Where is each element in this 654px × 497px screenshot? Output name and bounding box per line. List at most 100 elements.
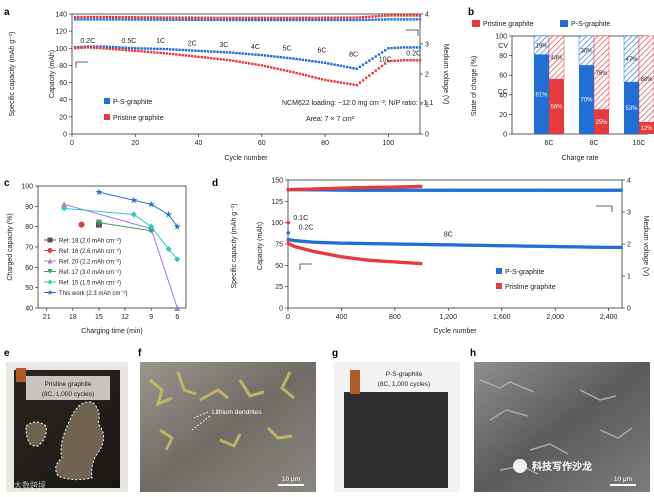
- a-ytick-label: 100: [55, 46, 67, 53]
- a-rate-label: 5C: [283, 46, 292, 53]
- panel-a-arrow-left: [75, 61, 88, 68]
- d-point: [321, 251, 325, 255]
- b-bar-label: 70%: [580, 98, 593, 104]
- a-xtick-label: 100: [383, 140, 395, 147]
- panel-h-scale-bar: [610, 484, 636, 486]
- d-point: [445, 243, 449, 247]
- d-point: [471, 243, 474, 247]
- d-point: [312, 187, 315, 191]
- c-legend-label: Ref. 20 (2.2 mAh cm⁻²): [59, 259, 121, 265]
- d-point: [559, 245, 562, 249]
- d-point: [509, 188, 513, 192]
- c-series-marker: [148, 223, 155, 230]
- a-point: [225, 58, 229, 62]
- d-point: [414, 242, 418, 246]
- a-point: [206, 16, 210, 19]
- a-point: [206, 56, 210, 60]
- a-point: [301, 58, 305, 62]
- d-point: [355, 186, 359, 190]
- a-point: [175, 16, 178, 19]
- c-series-marker: [165, 246, 172, 253]
- d-point: [453, 188, 457, 192]
- a-point: [333, 63, 336, 66]
- d-point: [464, 243, 468, 247]
- a-point: [77, 15, 80, 19]
- d-point: [320, 187, 323, 191]
- a-point: [206, 18, 210, 22]
- d-point: [413, 261, 416, 265]
- d-ytick-label: 75: [275, 242, 283, 249]
- d-point: [371, 185, 375, 189]
- a-point: [159, 18, 162, 21]
- a-point: [213, 57, 216, 60]
- d-point: [389, 242, 392, 246]
- a-point: [115, 48, 118, 51]
- panel-f-sem: Lithium dendrites 10 μm: [140, 362, 316, 492]
- d-point: [323, 252, 327, 256]
- d-point: [299, 246, 303, 250]
- a-point: [232, 59, 235, 62]
- b-bar-label: 56%: [550, 105, 563, 111]
- a-point: [92, 46, 96, 49]
- legend-d-pristine-swatch: [496, 283, 502, 289]
- d-point: [442, 243, 445, 247]
- d-point: [552, 244, 556, 249]
- a-point: [134, 47, 137, 50]
- a-point: [308, 74, 311, 78]
- d-point: [390, 188, 394, 192]
- d-point: [432, 243, 436, 247]
- d-point: [299, 239, 303, 243]
- d-point: [511, 188, 514, 192]
- a-point: [99, 46, 102, 50]
- d-point: [398, 260, 402, 264]
- d-y2tick-label: 0: [627, 306, 631, 313]
- a-point: [273, 16, 276, 20]
- d-point: [596, 245, 599, 249]
- d-point: [293, 244, 296, 249]
- d-point: [378, 242, 381, 246]
- d-point: [397, 242, 400, 246]
- d-point: [294, 245, 298, 249]
- a-point: [304, 18, 308, 22]
- panel-h-texture: [479, 379, 633, 475]
- a-point: [172, 48, 175, 51]
- d-point: [349, 256, 352, 260]
- a-point: [118, 18, 121, 21]
- d-point: [605, 245, 609, 249]
- d-point: [362, 188, 365, 192]
- a-y2tick-label: 1: [425, 102, 429, 109]
- d-point: [382, 259, 386, 263]
- d-point: [552, 188, 556, 192]
- d-point: [333, 241, 336, 245]
- d-point: [491, 243, 495, 248]
- a-point: [384, 49, 387, 52]
- d-point: [528, 244, 532, 248]
- a-point: [228, 18, 232, 22]
- d-point: [307, 187, 311, 191]
- d-point: [338, 254, 341, 258]
- a-point: [355, 83, 358, 87]
- d-point: [616, 245, 620, 250]
- d-ytick-label: 125: [271, 199, 283, 206]
- legend-b-pristine-label: Pristine graphite: [483, 21, 534, 28]
- d-point: [382, 188, 386, 192]
- d-point: [562, 245, 566, 249]
- panel-e-title: Pristine graphite: [45, 381, 92, 388]
- panel-letter-a: a: [4, 7, 10, 18]
- a-point: [156, 16, 159, 19]
- a-point: [304, 16, 308, 20]
- c-legend-label: Ref. 15 (1.5 mAh cm⁻²): [59, 280, 121, 286]
- d-point: [416, 188, 420, 192]
- a-point: [108, 18, 112, 21]
- a-point: [80, 15, 83, 19]
- d-point: [310, 240, 314, 244]
- d-point: [463, 243, 466, 247]
- d-point: [591, 245, 594, 249]
- d-point: [573, 188, 577, 192]
- d-point: [575, 245, 578, 249]
- a-point: [191, 18, 194, 22]
- a-point: [228, 16, 232, 20]
- panel-b-ylabel: State of charge (%): [471, 56, 478, 116]
- d-point: [294, 239, 298, 243]
